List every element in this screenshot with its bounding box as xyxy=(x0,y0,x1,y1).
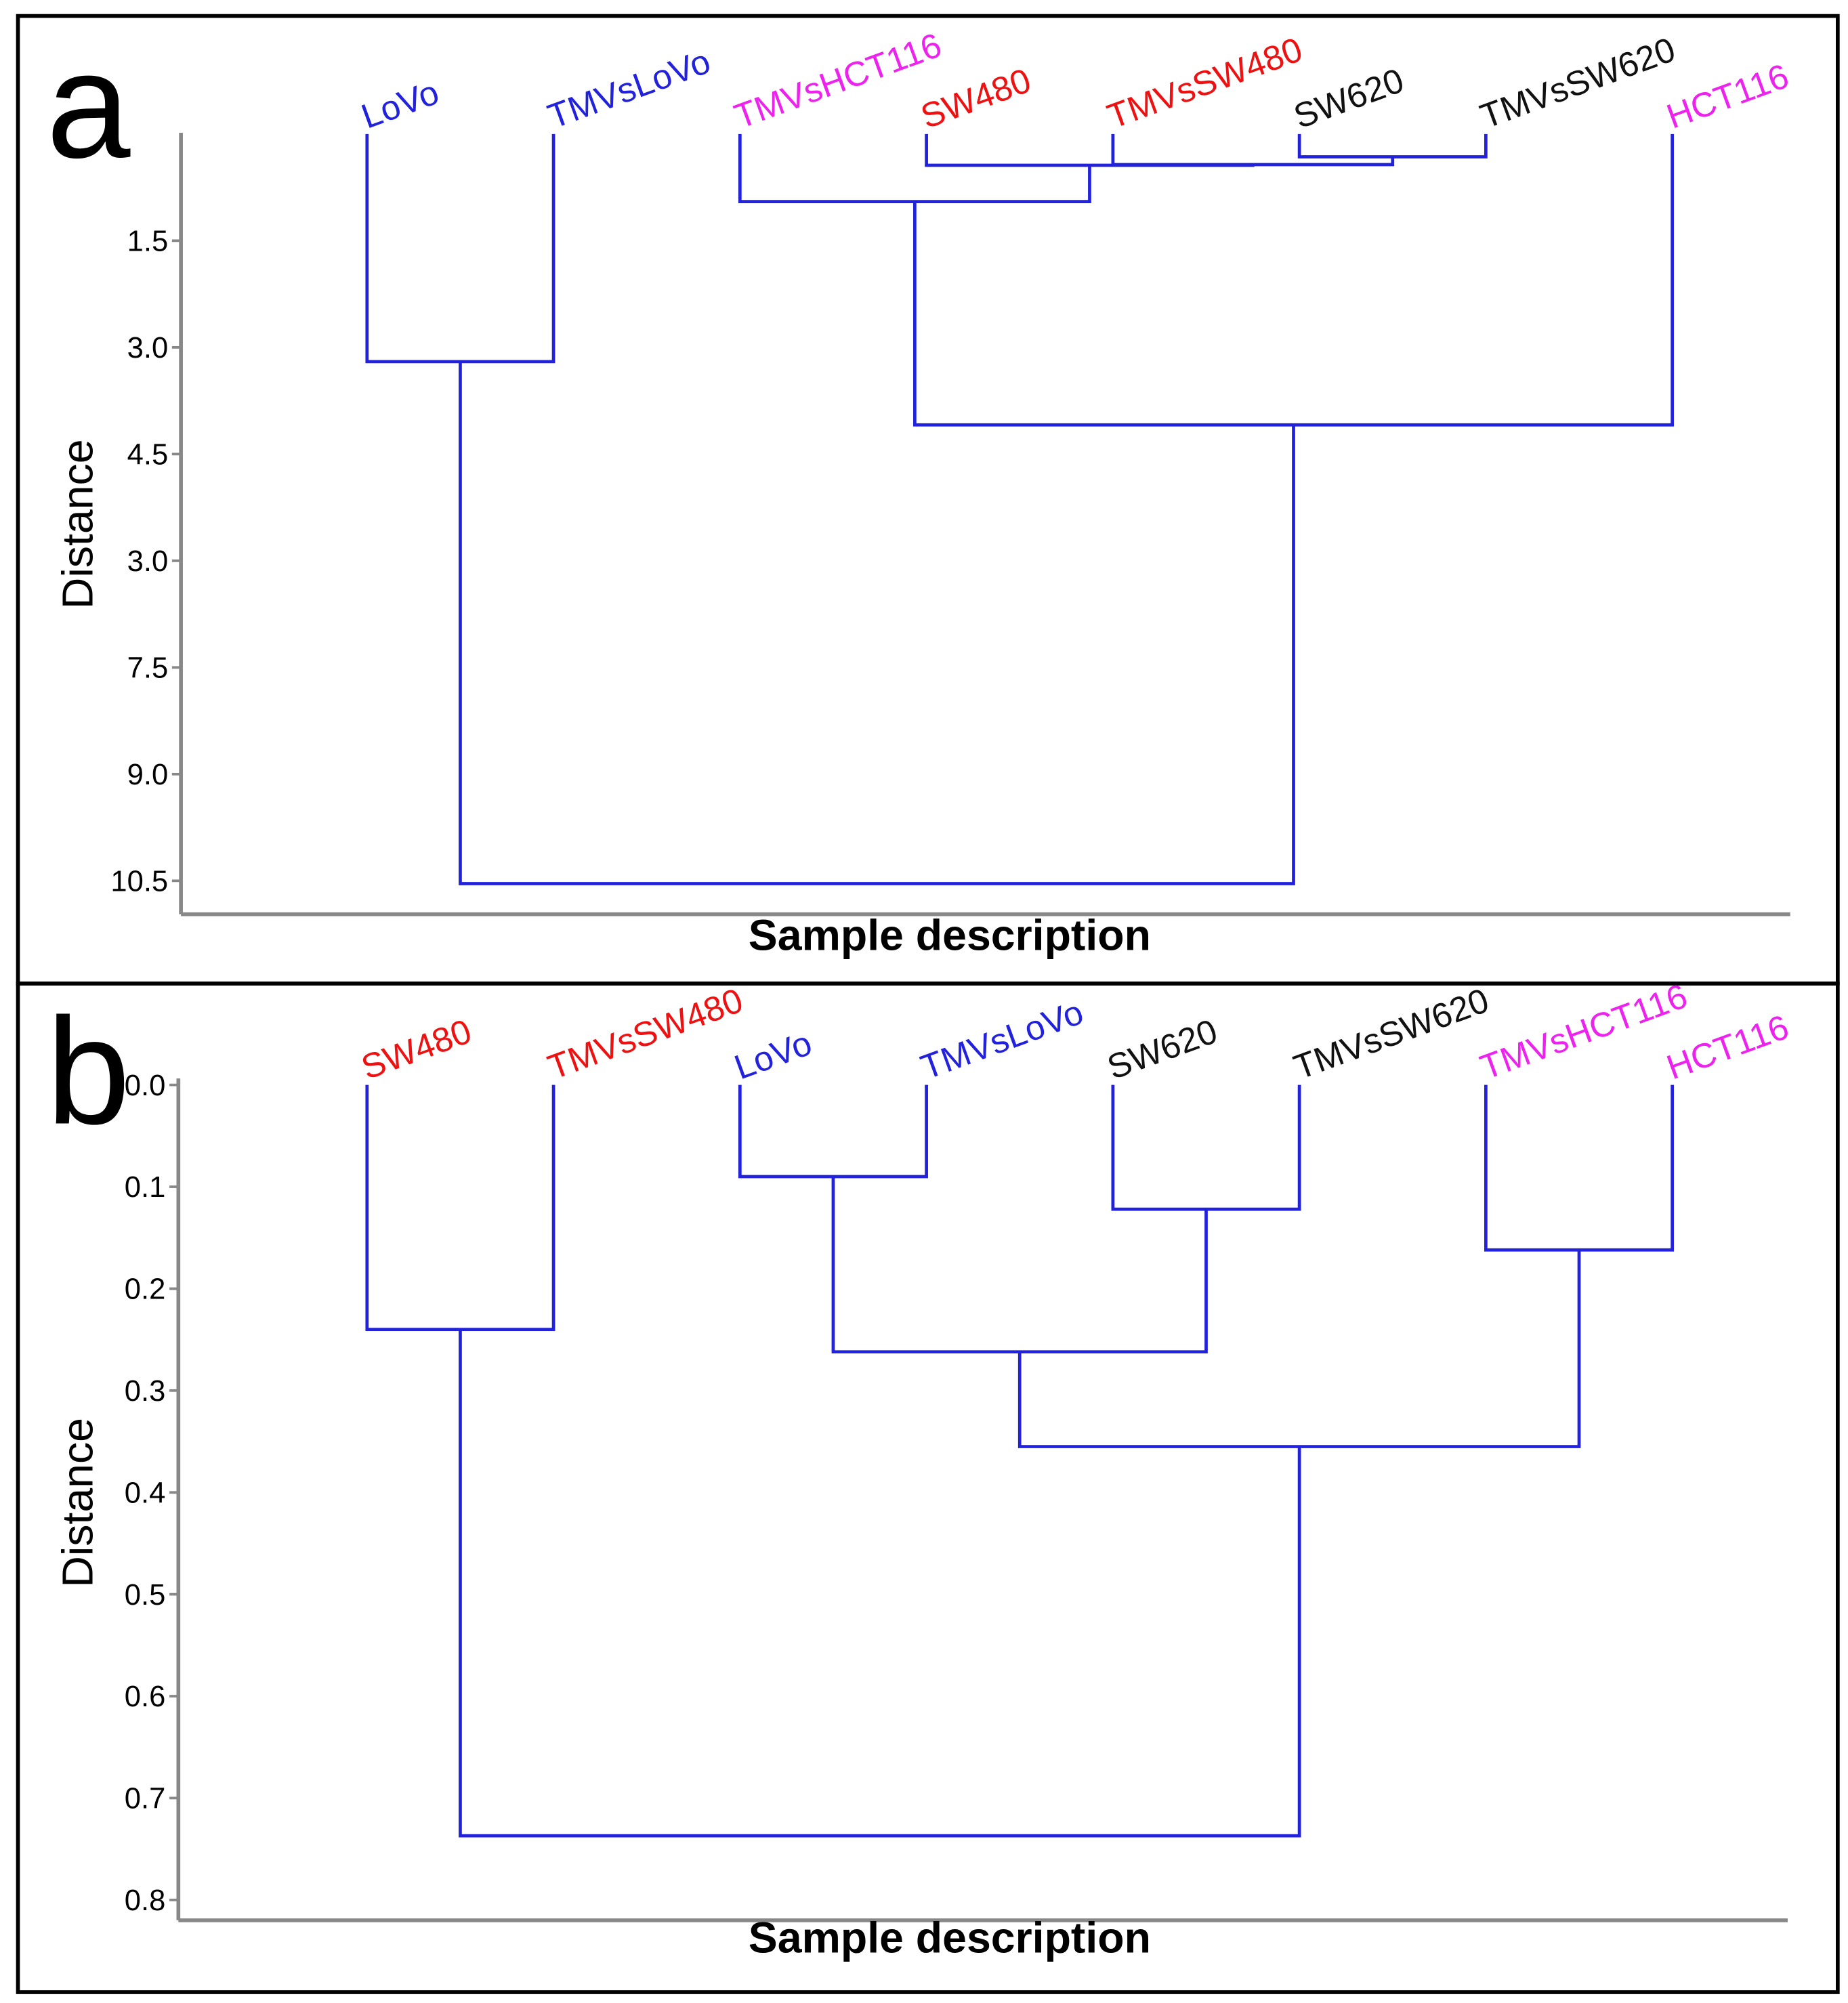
y-tick-label: 3.0 xyxy=(127,332,169,364)
leaf-label: LoVo xyxy=(356,72,444,135)
y-tick-label: 7.5 xyxy=(127,652,169,684)
dendrogram-link xyxy=(925,133,1255,167)
dendrogram-link xyxy=(738,133,1091,203)
y-axis-title: Distance xyxy=(53,439,102,609)
leaf-label: TMVsHCT116 xyxy=(730,26,946,136)
panel-label: a xyxy=(46,21,131,190)
dendrogram-link xyxy=(1111,133,1395,167)
y-tick-label: 9.0 xyxy=(127,759,169,791)
dendrogram-link xyxy=(365,133,555,364)
leaf-label: LoVo xyxy=(730,1024,817,1087)
leaf-label: TMVsLoVo xyxy=(916,992,1089,1087)
y-tick-label: 0.4 xyxy=(125,1477,166,1509)
dendrogram-link xyxy=(1111,1084,1301,1211)
y-tick-label: 3.0 xyxy=(127,545,169,578)
x-axis-title: Sample description xyxy=(749,911,1151,960)
dendrogram-link xyxy=(831,1176,1208,1354)
y-axis-title: Distance xyxy=(53,1418,102,1588)
y-tick-label: 0.7 xyxy=(125,1783,166,1815)
leaf-label: TMVsSW480 xyxy=(543,981,748,1087)
leaf-label: SW480 xyxy=(916,61,1036,136)
y-tick-label: 1.5 xyxy=(127,226,169,258)
dendrogram-link xyxy=(1297,133,1488,159)
panel-frame xyxy=(16,982,1840,1994)
leaf-label: HCT116 xyxy=(1662,1007,1794,1087)
leaf-label: TMVsSW620 xyxy=(1288,981,1494,1087)
dendrogram-link xyxy=(1484,1084,1675,1252)
leaf-label: HCT116 xyxy=(1662,56,1794,135)
dendrogram-link xyxy=(913,133,1675,427)
leaf-label: TMVsSW620 xyxy=(1475,30,1681,136)
y-tick-label: 0.6 xyxy=(125,1681,166,1713)
panel-label: b xyxy=(46,987,130,1156)
leaf-label: TMVsLoVo xyxy=(543,41,715,135)
leaf-label: SW620 xyxy=(1102,1011,1222,1087)
x-axis-title: Sample description xyxy=(749,1913,1151,1962)
dendrogram-link xyxy=(365,1084,555,1331)
y-tick-label: 0.3 xyxy=(125,1375,166,1408)
leaf-label: TMVsHCT116 xyxy=(1475,976,1692,1087)
dendrogram-link xyxy=(1017,1250,1581,1448)
dendrogram-link xyxy=(459,361,1295,885)
y-tick-label: 0.8 xyxy=(125,1884,166,1917)
leaf-label: SW480 xyxy=(356,1011,476,1087)
y-tick-label: 0.2 xyxy=(125,1273,166,1306)
leaf-label: TMVsSW480 xyxy=(1102,30,1307,136)
y-tick-label: 0.0 xyxy=(125,1070,166,1102)
leaf-label: SW620 xyxy=(1288,61,1408,136)
dendrogram-link xyxy=(459,1329,1301,1838)
y-tick-label: 0.5 xyxy=(125,1579,166,1611)
y-tick-label: 0.1 xyxy=(125,1171,166,1204)
dendrogram-link xyxy=(738,1084,928,1179)
y-tick-label: 10.5 xyxy=(110,865,168,898)
y-tick-label: 4.5 xyxy=(127,438,169,471)
